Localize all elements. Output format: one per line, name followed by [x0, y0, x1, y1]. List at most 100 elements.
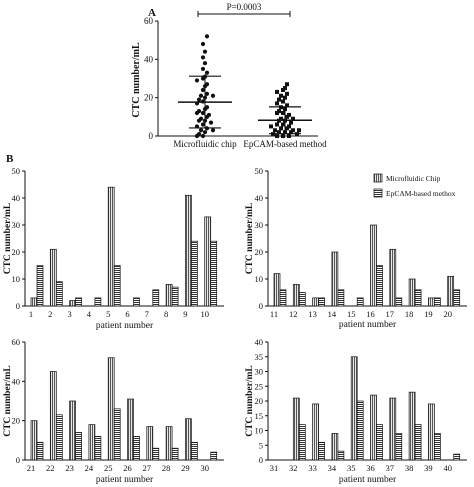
bar-epcam [36, 441, 44, 461]
panel-a-point-epcam [281, 134, 285, 138]
bar-epcam [152, 289, 160, 307]
bar-epcam [434, 297, 441, 307]
bar-panel-xlabel: patient number [96, 321, 154, 331]
bar-panel-ytick-label: 40 [255, 337, 264, 347]
bar-panel-category-label: 29 [181, 463, 190, 473]
panel-a-point-microfluidic [198, 93, 204, 98]
panel-a-point-epcam [281, 88, 285, 92]
bar-panel-patients-11-20: 0 10 20 30 40 50 CTC number/mL patient number 11… [245, 166, 467, 330]
panel-a-point-microfluidic [194, 78, 200, 83]
panel-a-point-microfluidic [204, 70, 210, 75]
bar-panel-category-label: 9 [183, 309, 187, 319]
bar-microfluidic [370, 394, 377, 461]
bar-epcam [279, 289, 287, 307]
panel-a-point-epcam [285, 82, 289, 87]
panel-a-point-epcam [281, 111, 285, 115]
bar-panel-patients-31-40: 0 5 10 15 20 25 30 35 40 CTC number/mL patient num… [245, 337, 467, 485]
bar-panel-ylabel: CTC number/mL [3, 203, 13, 275]
bar-panel-ytick-label: 35 [255, 352, 264, 362]
bar-microfluidic [292, 284, 300, 307]
panel-a-point-microfluidic [200, 110, 206, 116]
bar-panel-category-label: 2 [48, 309, 52, 319]
bar-panel-ylabel: CTC number/mL [3, 365, 13, 437]
bar-microfluidic [165, 426, 173, 461]
bar-panel-category-label: 16 [366, 309, 375, 319]
bar-epcam [298, 424, 306, 461]
panel-a-point-epcam [279, 93, 283, 98]
panel-a-ytick-label: 20 [144, 93, 154, 103]
bar-epcam [191, 240, 198, 307]
panel-a-point-microfluidic [204, 34, 210, 39]
bar-panel-category-label: 8 [164, 309, 168, 319]
bar-panel-ytick-label: 60 [12, 337, 21, 347]
panel-a-point-epcam [277, 97, 281, 102]
bar-epcam [75, 432, 82, 461]
panel-a-point-epcam [275, 101, 279, 106]
panel-a-point-epcam [285, 91, 289, 96]
bar-panel-category-label: 19 [424, 309, 433, 319]
bar-panel-xlabel: patient number [339, 320, 397, 330]
bar-panel-ytick-label: 0 [259, 455, 263, 465]
bar-panel-ytick-label: 30 [12, 220, 21, 230]
bar-microfluidic [331, 251, 339, 307]
bar-panel-category-label: 33 [308, 463, 317, 473]
bar-panel-ytick-label: 25 [255, 381, 264, 391]
bar-epcam [376, 265, 383, 307]
bar-panel-category-label: 11 [270, 309, 278, 319]
bar-epcam [318, 441, 325, 461]
bar-panel-ytick-label: 15 [255, 411, 264, 421]
bar-panel-ytick-label: 20 [255, 247, 264, 257]
bar-panel-category-label: 27 [143, 463, 152, 473]
bar-panel-ytick-label: 40 [12, 376, 21, 386]
panel-a-point-microfluidic [198, 128, 204, 133]
bar-panel-category-label: 22 [46, 463, 55, 473]
bar-panel-category-label: 4 [87, 309, 92, 319]
bar-panel-category-label: 7 [145, 309, 149, 319]
bar-epcam [453, 453, 461, 461]
bar-panel-ytick-label: 50 [255, 166, 264, 176]
bar-panel-category-label: 32 [289, 463, 298, 473]
panel-a-point-epcam [285, 114, 289, 119]
bar-panel-category-label: 28 [162, 463, 171, 473]
bar-epcam [395, 433, 403, 461]
bar-panel-category-label: 24 [85, 463, 94, 473]
bar-microfluidic [447, 275, 455, 307]
panel-a-ylabel: CTC number/mL [131, 42, 142, 118]
bar-microfluidic [185, 194, 192, 307]
bar-microfluidic [88, 424, 96, 461]
panel-a-point-epcam [289, 120, 293, 125]
bar-panel-patients-1-10: 0 10 20 30 40 50 CTC number/mL patient number 1 2… [3, 166, 224, 331]
bar-microfluidic [185, 418, 192, 461]
panel-a-point-microfluidic [200, 41, 206, 47]
bar-epcam [36, 265, 44, 307]
panel-a-point-epcam [275, 122, 279, 127]
bar-microfluidic [273, 273, 281, 307]
bar-panel-category-label: 21 [27, 463, 36, 473]
bar-epcam [414, 289, 422, 307]
panel-a-point-microfluidic [200, 66, 206, 72]
bar-epcam [356, 297, 364, 307]
bar-microfluidic [370, 224, 377, 307]
bar-panel-category-label: 25 [104, 463, 113, 473]
bar-microfluidic [389, 397, 397, 461]
bar-epcam [356, 400, 364, 461]
bar-microfluidic [389, 248, 397, 307]
panel-a-category-epcam: EpCAM-based method [243, 139, 327, 149]
panel-a-point-microfluidic [202, 61, 208, 66]
bar-epcam [210, 240, 218, 307]
bar-microfluidic [165, 284, 173, 307]
bar-panel-category-label: 12 [289, 309, 298, 319]
bar-microfluidic [49, 248, 57, 307]
bar-panel-ytick-label: 40 [12, 193, 21, 203]
panel-a-point-microfluidic [210, 93, 216, 98]
bar-panel-ylabel: CTC number/mL [245, 365, 255, 437]
bar-panel-ytick-label: 50 [12, 166, 21, 176]
bar-epcam [191, 441, 198, 461]
bar-panel-category-label: 38 [405, 463, 414, 473]
bar-microfluidic [69, 400, 76, 461]
p-value-annotation: P=0.0003 [227, 2, 262, 12]
bar-epcam [210, 451, 218, 461]
panel-a-ytick-label: 40 [144, 54, 154, 64]
legend-swatch-epcam [373, 188, 383, 198]
bar-epcam [376, 424, 383, 461]
